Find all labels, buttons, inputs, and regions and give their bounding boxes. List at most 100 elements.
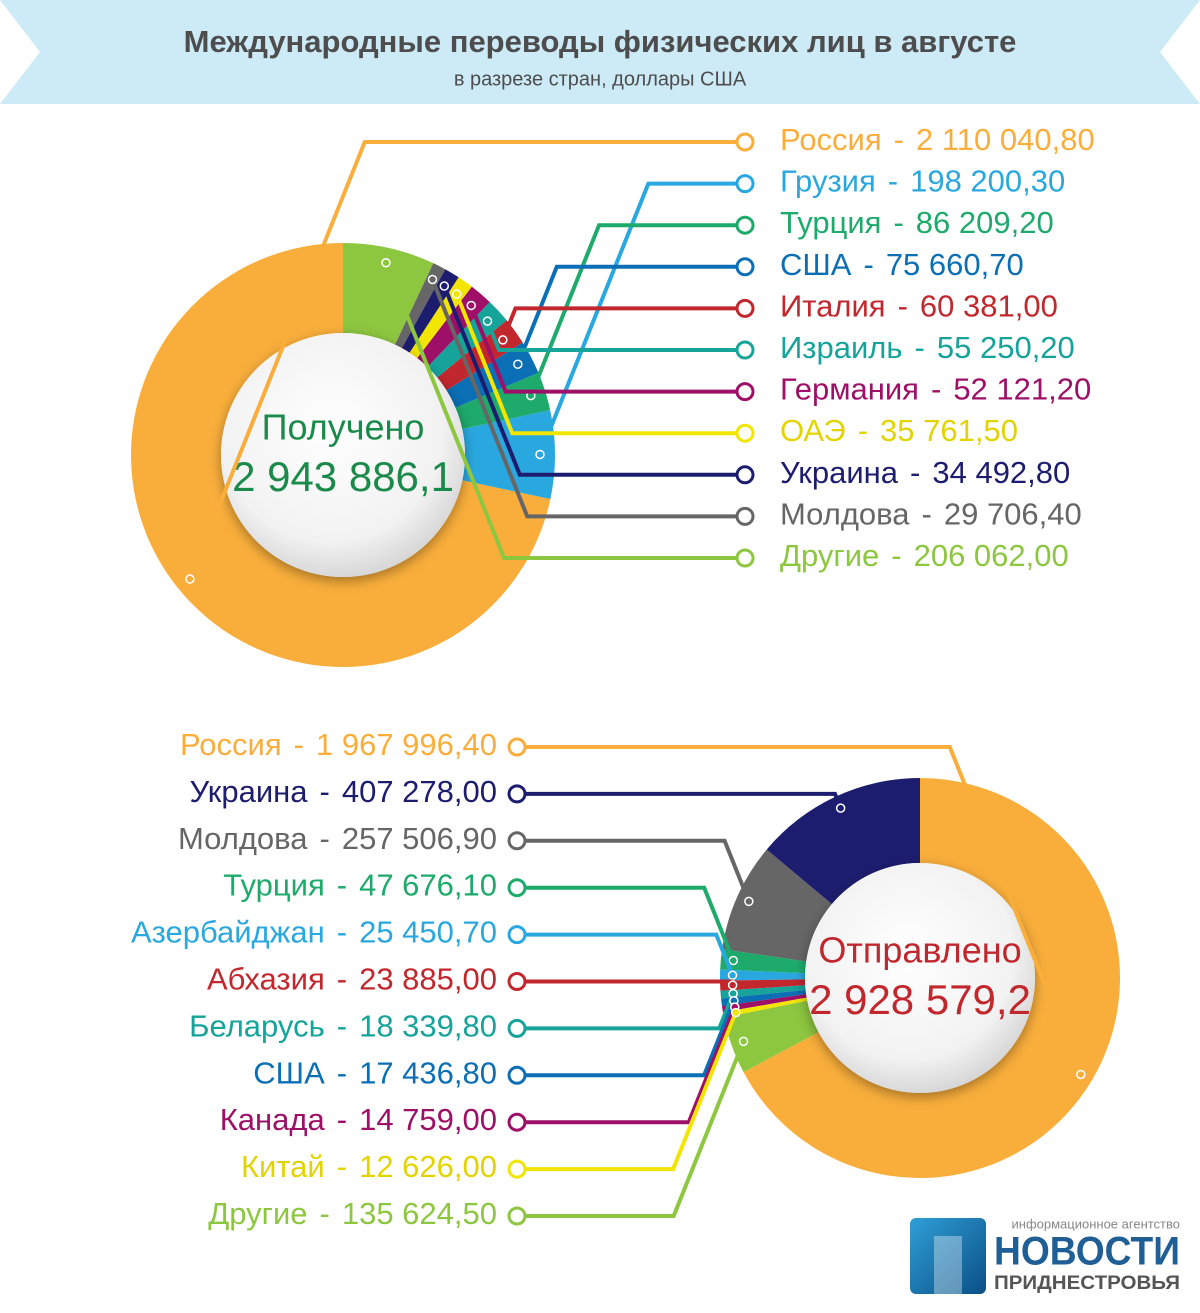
legend-value: 14 759,00	[359, 1102, 497, 1137]
leader-line	[517, 745, 1083, 1076]
leader-end	[451, 289, 462, 299]
logo: информационное агентство НОВОСТИ ПРИДНЕС…	[910, 1216, 1180, 1294]
legend-dot	[735, 506, 755, 526]
legend-separator: -	[888, 164, 898, 199]
leader-end	[835, 803, 846, 813]
legend-separator: -	[898, 289, 908, 324]
slice	[720, 969, 806, 981]
legend-separator: -	[320, 774, 330, 809]
legend-entry: Германия -52 121,20	[780, 372, 1091, 407]
legend-name: Турция	[223, 868, 324, 903]
legend-name: США	[253, 1055, 325, 1090]
legend-separator: -	[337, 915, 347, 950]
legend-value: 206 062,00	[914, 538, 1069, 573]
legend-value: 198 200,30	[910, 164, 1065, 199]
legend-separator: -	[858, 413, 868, 448]
center-disc	[805, 863, 1035, 1093]
legend-dot	[507, 878, 527, 898]
slice	[766, 778, 920, 905]
legend-entry: США -75 660,70	[780, 247, 1024, 282]
legend-name: Украина	[189, 774, 308, 809]
leader-end	[730, 1007, 741, 1018]
legend-entry: Другие -135 624,50	[208, 1196, 497, 1231]
legend-separator: -	[337, 962, 347, 997]
center-title: Получено	[262, 407, 425, 448]
slice	[446, 342, 539, 408]
leader-end	[439, 281, 450, 291]
slice	[130, 243, 551, 667]
legend-entry: Россия -1 967 996,40	[180, 727, 497, 762]
legend-value: 18 339,80	[359, 1009, 497, 1044]
leader-end	[727, 970, 738, 980]
legend-name: Германия	[780, 372, 919, 407]
header-band	[0, 0, 1200, 104]
leader-line	[517, 1040, 746, 1218]
leader-line	[515, 264, 745, 365]
legend-separator: -	[337, 1055, 347, 1090]
center-disc	[221, 333, 465, 577]
legend-separator: -	[337, 1102, 347, 1137]
leader-end	[513, 359, 523, 369]
legend-name: Россия	[180, 727, 282, 762]
legend-value: 75 660,70	[886, 247, 1024, 282]
legend-value: 29 706,40	[944, 497, 1082, 532]
legend-separator: -	[893, 205, 903, 240]
legend-value: 52 121,20	[953, 372, 1091, 407]
legend-entry: Молдова -257 506,90	[178, 821, 497, 856]
legend-entry: Беларусь -18 339,80	[189, 1009, 497, 1044]
slice	[721, 994, 807, 1013]
legend-separator: -	[320, 821, 330, 856]
legend-entry: Турция -47 676,10	[223, 868, 497, 903]
legend-entry: Италия -60 381,00	[780, 289, 1058, 324]
legend-name: ОАЭ	[780, 413, 846, 448]
leader-line	[538, 181, 745, 456]
legend-dot	[735, 465, 755, 485]
legend-dot	[735, 257, 755, 277]
legend-separator: -	[320, 1196, 330, 1231]
slice	[722, 997, 808, 1018]
slice	[723, 1000, 819, 1073]
legend-dot	[507, 784, 527, 804]
slice	[721, 989, 807, 1006]
leader-line	[517, 979, 735, 986]
legend-value: 55 250,20	[937, 330, 1075, 365]
legend-entry: Канада -14 759,00	[220, 1102, 497, 1137]
leader-end	[185, 574, 195, 584]
slice	[743, 778, 1120, 1179]
legend-name: Молдова	[780, 497, 910, 532]
legend-dot	[507, 1112, 527, 1132]
legend-name: Другие	[208, 1196, 307, 1231]
center-value: 2 943 886,1	[232, 453, 454, 500]
legend-separator: -	[337, 1009, 347, 1044]
legend-entry: Китай -12 626,00	[241, 1149, 497, 1184]
legend-separator: -	[337, 868, 347, 903]
leader-line	[517, 791, 843, 809]
legend-separator: -	[294, 727, 304, 762]
slice	[720, 979, 806, 991]
legend-dot	[507, 972, 527, 991]
legend-dot	[507, 1065, 527, 1085]
logo-region: ПРИДНЕСТРОВЬЯ	[994, 1273, 1180, 1294]
legend-value: 86 209,20	[916, 205, 1054, 240]
legend-value: 60 381,00	[920, 289, 1058, 324]
leader-end	[744, 896, 754, 907]
legend-dot	[735, 548, 755, 568]
legend-value: 35 761,50	[880, 413, 1018, 448]
legend-name: Израиль	[780, 330, 903, 365]
slice	[720, 949, 807, 974]
legend-dot	[507, 1018, 527, 1038]
legend-value: 135 624,50	[342, 1196, 497, 1231]
legend-name: Турция	[780, 205, 881, 240]
slice	[720, 985, 806, 999]
slice	[722, 849, 832, 962]
leader-line	[430, 278, 745, 519]
legend-entry: Украина -34 492,80	[780, 455, 1070, 490]
title: Международные переводы физических лиц в …	[184, 24, 1017, 59]
legend-value: 1 967 996,40	[316, 727, 497, 762]
leader-end	[427, 274, 438, 285]
legend-name: Другие	[780, 538, 879, 573]
legend-entry: Другие -206 062,00	[780, 538, 1069, 573]
legend-separator: -	[922, 497, 932, 532]
legend-value: 12 626,00	[359, 1149, 497, 1184]
legend-value: 257 506,90	[342, 821, 497, 856]
